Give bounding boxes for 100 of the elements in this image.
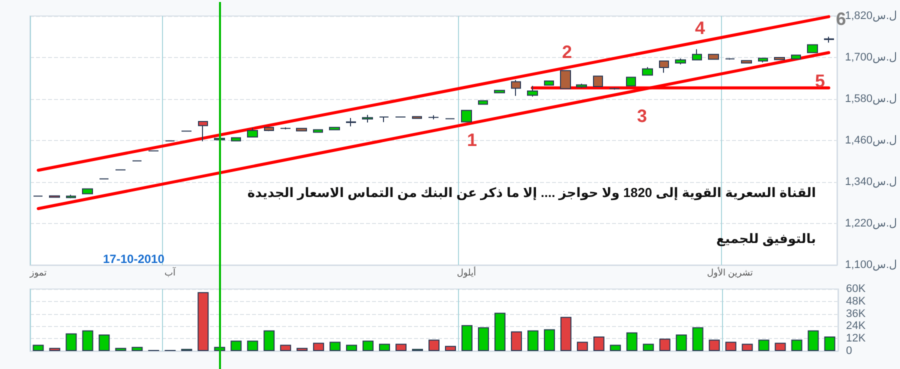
bar xyxy=(791,340,802,351)
y-tick-label: 60K xyxy=(846,283,866,295)
candlestick xyxy=(609,87,620,90)
bar xyxy=(774,342,786,351)
y-tick-label: 1,340ل.س xyxy=(844,176,898,188)
bar xyxy=(82,330,94,351)
candlestick xyxy=(560,70,571,90)
candlestick xyxy=(329,126,340,130)
candlestick xyxy=(807,44,818,54)
bar xyxy=(576,342,588,351)
x-tick-label: تشرين الأول xyxy=(707,266,754,278)
bar xyxy=(692,327,704,351)
bar xyxy=(296,348,308,351)
bar xyxy=(98,334,110,351)
candlestick xyxy=(198,120,208,142)
bar xyxy=(280,344,292,351)
bar xyxy=(544,329,555,351)
candlestick xyxy=(296,128,307,132)
bar xyxy=(32,344,44,351)
bar xyxy=(478,327,489,351)
candlestick xyxy=(313,129,323,133)
y-tick-label: 1,580ل.س xyxy=(844,93,898,105)
candlestick xyxy=(741,60,752,64)
candlestick xyxy=(758,58,768,63)
bar xyxy=(708,340,720,351)
y-tick-label: 24K xyxy=(846,320,866,332)
bar xyxy=(461,325,472,351)
annotation: 6 xyxy=(836,9,846,29)
bar xyxy=(626,332,638,351)
bar xyxy=(132,346,143,351)
candlestick xyxy=(346,118,356,127)
bar xyxy=(725,342,736,351)
bar xyxy=(758,340,770,351)
bar xyxy=(560,316,572,351)
candlestick xyxy=(231,137,241,142)
candlestick xyxy=(708,54,719,60)
bar xyxy=(428,340,440,351)
annotation: 17-10-2010 xyxy=(102,252,165,266)
candlestick xyxy=(428,114,439,120)
candlestick xyxy=(544,80,554,86)
y-tick-label: 48K xyxy=(846,295,866,308)
bar xyxy=(396,344,407,351)
candlestick xyxy=(247,128,258,138)
candlestick xyxy=(264,126,274,132)
y-tick-label: 1,220ل.س xyxy=(844,218,898,230)
bar xyxy=(824,336,836,351)
candlestick xyxy=(494,90,505,94)
bar xyxy=(379,344,390,351)
bar xyxy=(494,312,506,351)
bar xyxy=(247,340,258,351)
candlestick xyxy=(527,85,538,98)
annotation: 5 xyxy=(815,71,826,91)
candlestick xyxy=(626,76,636,86)
annotation: القناة السعرية القوية إلى 1820 ولا حواجز .... إلا ما ذكر عن البنك من التماس الاسعار الجديدة xyxy=(247,185,816,201)
bar xyxy=(49,348,60,351)
annotation: بالتوفيق للجميع xyxy=(716,231,816,247)
bar xyxy=(742,344,753,351)
candlestick xyxy=(461,110,472,122)
bar xyxy=(610,344,621,351)
candlestick xyxy=(362,114,373,124)
y-tick-label: 36K xyxy=(846,308,866,320)
bar xyxy=(510,331,522,351)
candlestick xyxy=(791,54,801,60)
candlestick xyxy=(82,188,93,194)
y-tick-label: 1,460ل.س xyxy=(844,134,898,146)
y-tick-label: 0 xyxy=(846,345,852,357)
candlestick xyxy=(774,57,785,60)
bar xyxy=(66,333,77,351)
bar xyxy=(330,342,341,351)
candlestick xyxy=(412,116,422,119)
candlestick xyxy=(659,60,669,74)
annotation: 1 xyxy=(467,130,478,150)
y-tick-label: 1,100ل.س xyxy=(844,259,898,271)
y-tick-label: 12K xyxy=(846,332,866,345)
candlestick xyxy=(511,79,521,96)
y-tick-label: 1,820ل.س xyxy=(844,10,898,22)
bar xyxy=(264,330,275,351)
bar xyxy=(230,340,242,351)
bar xyxy=(527,330,538,351)
candlestick xyxy=(675,58,686,65)
bar xyxy=(676,334,687,351)
x-tick-label: أيلول xyxy=(456,266,476,278)
bar xyxy=(642,344,654,351)
candlestick xyxy=(642,66,653,76)
candlestick xyxy=(576,83,587,88)
candlestick xyxy=(379,116,389,123)
annotation: 3 xyxy=(637,106,648,126)
bar xyxy=(362,340,374,351)
candlestick xyxy=(280,126,291,130)
annotation: 4 xyxy=(695,18,706,38)
y-tick-label: 1,700ل.س xyxy=(844,52,898,64)
x-tick-label: آب xyxy=(164,266,176,278)
bar xyxy=(659,338,670,351)
candlestick xyxy=(692,48,702,60)
bar xyxy=(808,330,819,351)
bar xyxy=(444,346,456,351)
bar xyxy=(593,336,604,351)
bar xyxy=(115,348,126,351)
candlestick xyxy=(66,194,76,199)
candlestick xyxy=(478,100,488,105)
